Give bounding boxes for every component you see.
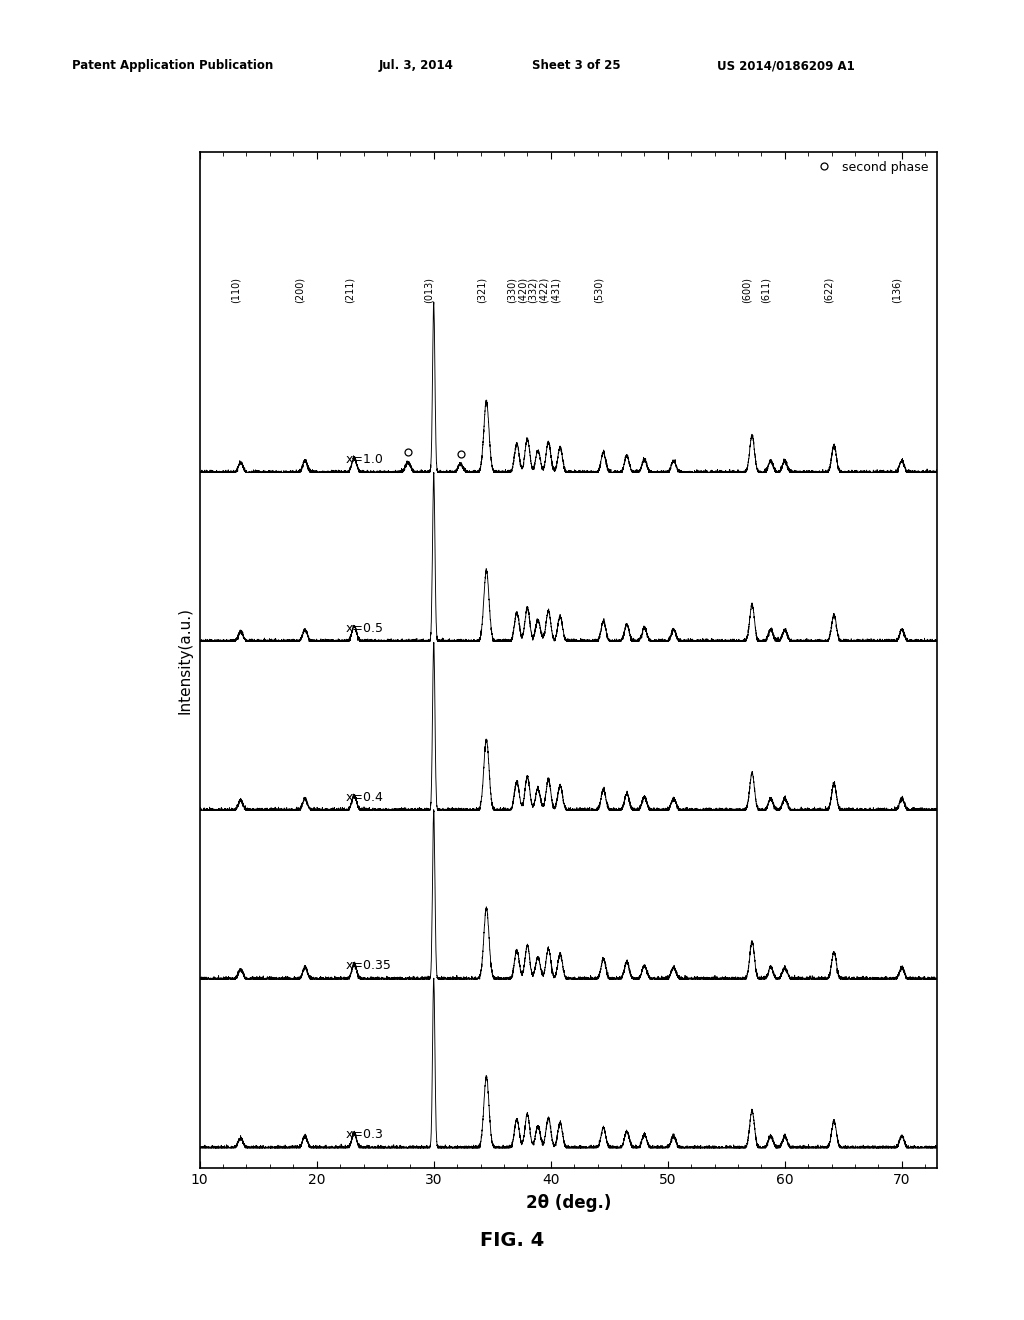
- Text: (422): (422): [539, 277, 549, 304]
- Text: (136): (136): [892, 277, 902, 304]
- Text: (332): (332): [528, 277, 538, 304]
- Text: x=0.4: x=0.4: [346, 791, 384, 804]
- Text: (321): (321): [476, 277, 486, 304]
- Text: (420): (420): [517, 277, 527, 304]
- Text: Jul. 3, 2014: Jul. 3, 2014: [379, 59, 454, 73]
- Text: (611): (611): [761, 277, 771, 304]
- Text: (211): (211): [344, 277, 354, 304]
- X-axis label: 2θ (deg.): 2θ (deg.): [525, 1195, 611, 1212]
- Text: (622): (622): [824, 277, 834, 304]
- Text: x=1.0: x=1.0: [346, 453, 384, 466]
- Text: FIG. 4: FIG. 4: [480, 1232, 544, 1250]
- Text: Sheet 3 of 25: Sheet 3 of 25: [532, 59, 622, 73]
- Text: (200): (200): [295, 277, 305, 304]
- Text: (013): (013): [424, 277, 434, 304]
- Text: (431): (431): [550, 277, 560, 304]
- Text: x=0.5: x=0.5: [346, 622, 384, 635]
- Text: (530): (530): [594, 277, 603, 304]
- Text: US 2014/0186209 A1: US 2014/0186209 A1: [717, 59, 855, 73]
- Text: x=0.3: x=0.3: [346, 1129, 384, 1142]
- Text: x=0.35: x=0.35: [346, 960, 392, 973]
- Text: Patent Application Publication: Patent Application Publication: [72, 59, 273, 73]
- Legend: second phase: second phase: [809, 158, 931, 176]
- Y-axis label: Intensity(a.u.): Intensity(a.u.): [178, 606, 193, 714]
- Text: (600): (600): [742, 277, 752, 304]
- Text: (330): (330): [507, 277, 517, 304]
- Text: (110): (110): [230, 277, 241, 304]
